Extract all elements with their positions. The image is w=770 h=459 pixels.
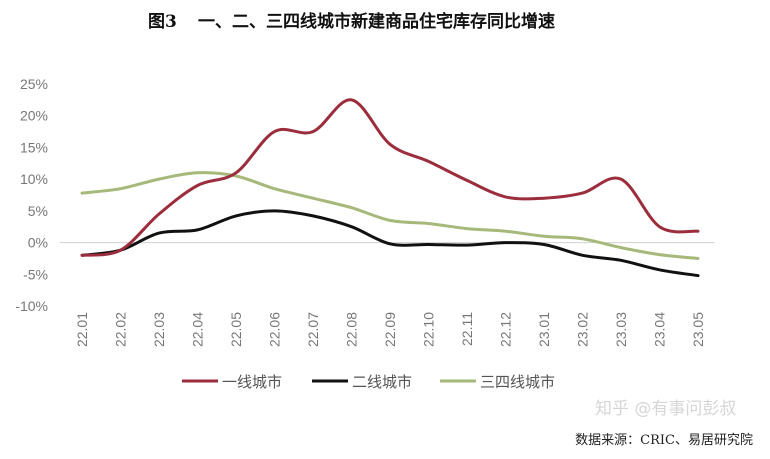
x-tick-label: 22.06 bbox=[267, 312, 283, 347]
x-tick-label: 23.04 bbox=[652, 312, 668, 347]
y-tick-label: 15% bbox=[20, 139, 48, 155]
y-tick-label: 20% bbox=[20, 108, 48, 124]
series-line-tier2 bbox=[80, 209, 700, 278]
x-tick-label: 22.07 bbox=[305, 312, 321, 347]
x-tick-label: 22.11 bbox=[459, 312, 475, 346]
legend-label: 二线城市 bbox=[352, 373, 412, 391]
x-tick-label: 23.01 bbox=[536, 312, 552, 347]
series-lines bbox=[80, 98, 700, 278]
y-tick-label: 10% bbox=[20, 171, 48, 187]
x-axis-labels: 22.01 22.02 22.03 22.04 22.05 22.06 22.07 22.08… bbox=[74, 312, 706, 347]
x-tick-label: 22.03 bbox=[151, 312, 167, 347]
y-axis-labels: 25% 20% 15% 10% 5% 0% -5% -10% bbox=[15, 76, 48, 314]
data-source: 数据来源：CRIC、易居研究院 bbox=[575, 433, 753, 448]
legend-label: 一线城市 bbox=[222, 373, 282, 391]
y-tick-label: 0% bbox=[28, 235, 48, 251]
legend: 一线城市 二线城市 三四线城市 bbox=[182, 373, 555, 391]
figure-label: 图3 bbox=[148, 12, 177, 32]
x-tick-label: 22.12 bbox=[498, 312, 514, 347]
x-tick-label: 22.01 bbox=[74, 312, 90, 347]
series-line-tier1 bbox=[80, 98, 700, 257]
x-tick-label: 22.02 bbox=[113, 312, 129, 347]
watermark: 知乎 @有事问彭叔 bbox=[595, 399, 736, 419]
y-tick-label: -5% bbox=[23, 266, 48, 282]
series-line-tier3-4 bbox=[80, 171, 700, 260]
x-tick-label: 22.04 bbox=[190, 312, 206, 347]
y-tick-label: 25% bbox=[20, 76, 48, 92]
x-tick-label: 23.02 bbox=[575, 312, 591, 347]
x-tick-label: 22.09 bbox=[382, 312, 398, 347]
x-tick-label: 22.05 bbox=[228, 312, 244, 347]
x-tick-label: 23.05 bbox=[690, 312, 706, 347]
y-tick-label: 5% bbox=[28, 203, 48, 219]
legend-label: 三四线城市 bbox=[480, 373, 555, 391]
y-tick-label: -10% bbox=[15, 298, 48, 314]
x-tick-label: 22.08 bbox=[344, 312, 360, 347]
x-tick-label: 22.10 bbox=[421, 312, 437, 347]
chart-title: 一、二、三四线城市新建商品住宅库存同比增速 bbox=[198, 11, 555, 32]
x-tick-label: 23.03 bbox=[613, 312, 629, 347]
